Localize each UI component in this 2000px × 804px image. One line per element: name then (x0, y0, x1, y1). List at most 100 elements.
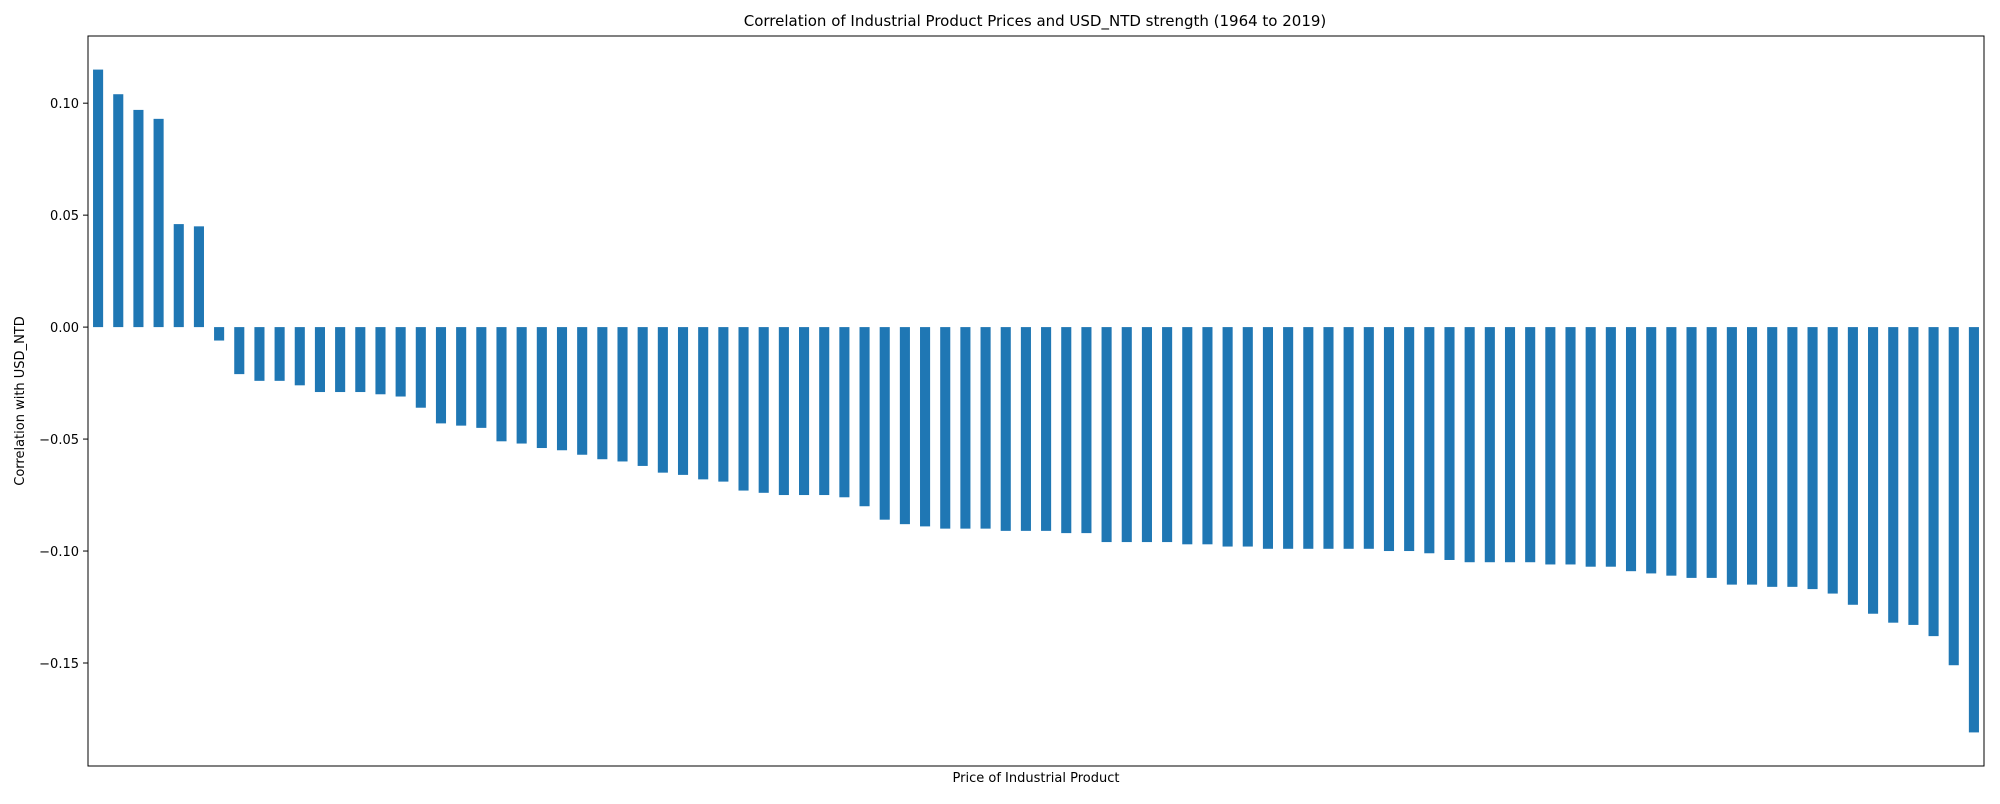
bar (677, 327, 689, 475)
plot-frame (87, 35, 1985, 767)
bar (597, 327, 608, 460)
bar (839, 327, 850, 498)
bar (1686, 327, 1697, 578)
bar (93, 69, 104, 328)
bar (214, 327, 225, 341)
bar (1625, 327, 1637, 572)
bar (1041, 327, 1052, 531)
bar (1162, 327, 1173, 543)
bar (617, 327, 628, 462)
bar (1202, 327, 1213, 545)
bar (940, 327, 951, 529)
bar (153, 118, 164, 328)
bar (1343, 327, 1354, 549)
bar (1121, 327, 1132, 543)
bar (1424, 327, 1435, 554)
bar (274, 327, 285, 381)
bar (234, 327, 245, 375)
bar (1868, 327, 1879, 614)
bar (1807, 327, 1818, 590)
bar (698, 327, 709, 480)
bar (1020, 327, 1031, 531)
bar (980, 327, 991, 529)
bar (335, 327, 346, 393)
bar (758, 327, 769, 493)
bar (1666, 327, 1677, 576)
bar (1545, 327, 1556, 565)
bar (960, 327, 971, 529)
bar (1464, 327, 1475, 563)
bar (556, 327, 568, 451)
bar (1706, 327, 1717, 578)
bar (536, 327, 547, 449)
bar (1827, 327, 1838, 594)
bar (637, 327, 648, 466)
bar (1081, 327, 1092, 534)
bar (1323, 327, 1334, 549)
bar (476, 327, 487, 428)
x-axis-label: Price of Industrial Product (953, 771, 1120, 786)
bar (173, 224, 184, 328)
bar (1262, 327, 1273, 549)
bar (254, 327, 265, 381)
bar (718, 327, 729, 482)
y-tick-label: −0.05 (39, 433, 79, 448)
bar (113, 94, 124, 328)
y-axis-label: Correlation with USD_NTD (13, 316, 28, 485)
bar (1404, 327, 1415, 552)
bar (415, 327, 426, 408)
y-tick-label: −0.10 (39, 545, 79, 560)
bar (778, 327, 789, 496)
bar (1747, 327, 1758, 585)
bar (314, 327, 325, 393)
bar (577, 327, 588, 455)
bar (294, 327, 305, 386)
bar (133, 109, 144, 328)
y-tick-label: −0.15 (39, 657, 79, 672)
y-tick-label: 0.00 (50, 321, 79, 336)
bar (1787, 327, 1798, 587)
bar (1585, 327, 1596, 567)
bar (1888, 327, 1899, 623)
bar (859, 327, 870, 507)
bar (1222, 327, 1233, 547)
y-tick-label: 0.10 (50, 97, 79, 112)
bar (1242, 327, 1253, 547)
bar (1908, 327, 1919, 625)
bar (1948, 327, 1959, 666)
bar (1283, 327, 1294, 549)
bar (1605, 327, 1616, 567)
bar (899, 327, 910, 525)
bar (920, 327, 931, 527)
bar (1565, 327, 1576, 565)
chart-title: Correlation of Industrial Product Prices… (744, 12, 1327, 31)
bar (799, 327, 810, 496)
bar (193, 226, 204, 328)
bar (1061, 327, 1072, 534)
bar (1726, 327, 1737, 585)
bar (1101, 327, 1112, 543)
bar (395, 327, 406, 397)
bar (1646, 327, 1657, 574)
bar (879, 327, 890, 520)
bar (1767, 327, 1778, 587)
y-axis-ticks: −0.15 −0.10 −0.05 0.00 0.05 0.10 (39, 97, 88, 672)
bar (657, 327, 668, 473)
bar (355, 327, 366, 393)
bar (1182, 327, 1193, 545)
bar (1928, 327, 1939, 637)
bar (1383, 327, 1395, 552)
bars-group (93, 69, 1979, 733)
bar (819, 327, 830, 496)
y-tick-label: 0.05 (50, 209, 79, 224)
bar (1000, 327, 1011, 531)
bar (435, 327, 447, 424)
bar (516, 327, 527, 444)
bar (1363, 327, 1374, 549)
bar (496, 327, 507, 442)
bar (1444, 327, 1455, 560)
bar (738, 327, 749, 491)
bar (456, 327, 467, 426)
